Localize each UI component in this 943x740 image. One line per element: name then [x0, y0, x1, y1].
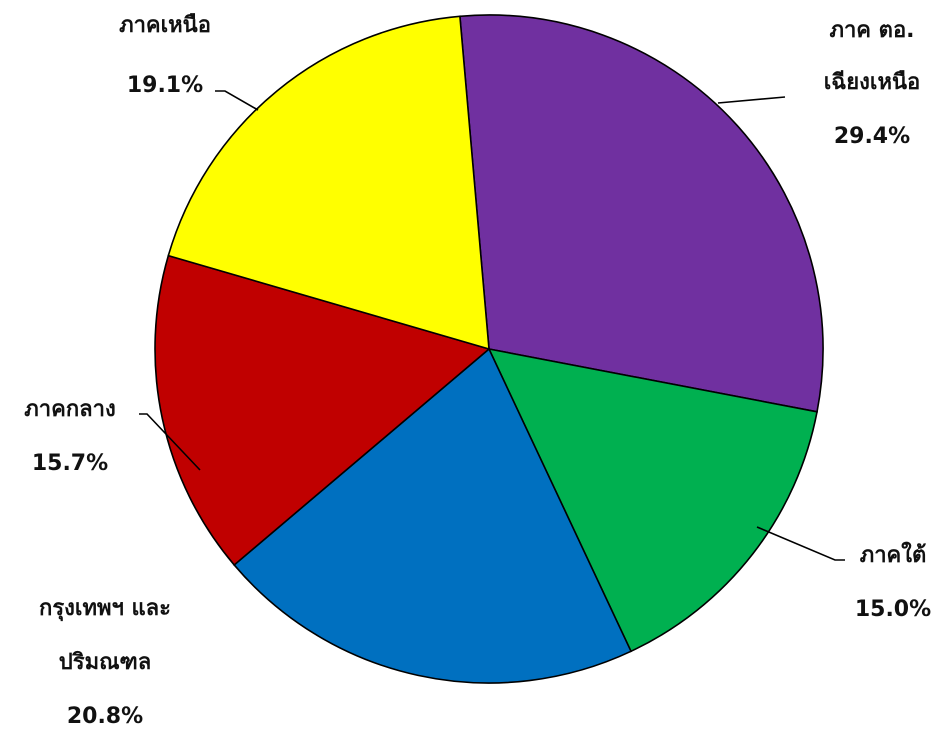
- slice-label-northeast-line2: เฉียงเหนือ: [824, 70, 920, 95]
- pie-slice-north: [167, 15, 490, 351]
- slice-label-south: ภาคใต้: [860, 541, 927, 568]
- leader-lines: [139, 90, 845, 561]
- pie-slice-south: [487, 347, 818, 653]
- pie-slice-central: [154, 254, 491, 567]
- leader-line-northeast: [717, 96, 786, 104]
- slice-labels: ภาค ตอ. เฉียงเหนือ 29.4% ภาคใต้ 15.0% กร…: [24, 13, 931, 729]
- leader-line-south: [756, 526, 845, 561]
- leader-line-north: [215, 90, 259, 111]
- pie-slice-northeast: [459, 14, 824, 413]
- slice-label-northeast: ภาค ตอ.: [829, 18, 914, 43]
- slice-value-south: 15.0%: [855, 597, 931, 622]
- slice-label-north: ภาคเหนือ: [119, 13, 211, 38]
- slice-label-bangkok: กรุงเทพฯ และ: [39, 596, 171, 622]
- slice-value-northeast: 29.4%: [834, 124, 910, 149]
- slice-label-central: ภาคกลาง: [24, 397, 115, 422]
- slice-label-bangkok-line2: ปริมณฑล: [59, 650, 151, 675]
- slice-value-central: 15.7%: [32, 451, 108, 476]
- leader-line-central: [139, 413, 201, 471]
- slice-value-bangkok: 20.8%: [67, 704, 143, 729]
- pie-slices: [154, 14, 824, 684]
- pie-slice-bangkok: [233, 347, 633, 684]
- slice-value-north: 19.1%: [127, 73, 203, 98]
